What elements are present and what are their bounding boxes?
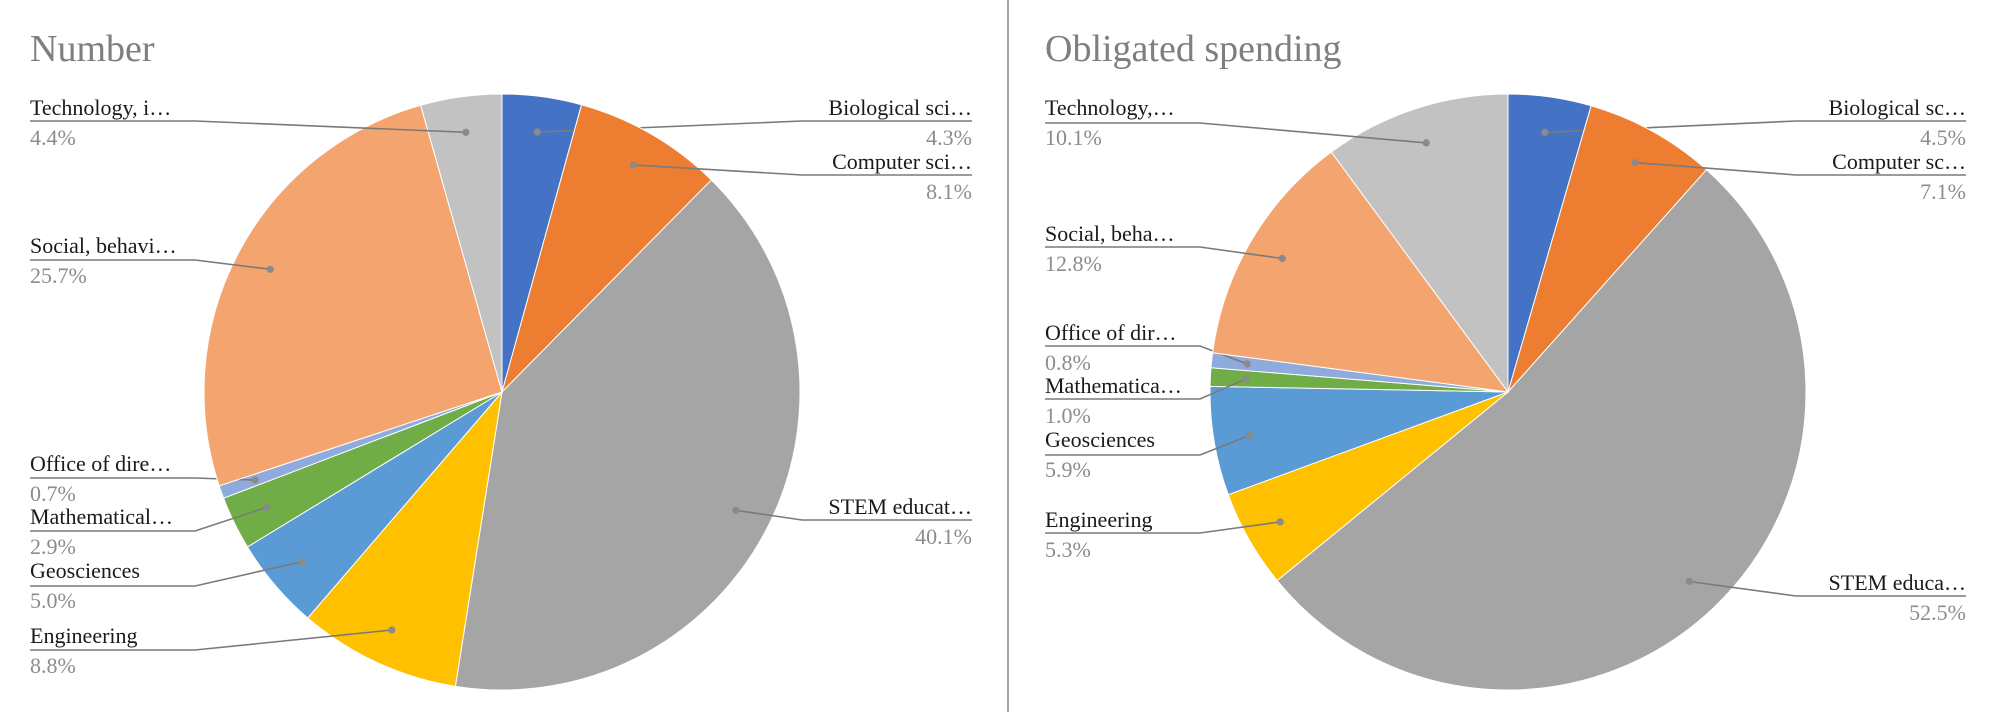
slice-percent-label: 2.9% [30, 534, 76, 559]
leader-line [633, 164, 972, 176]
pie-slice [1330, 93, 1509, 394]
leader-line [1045, 122, 1427, 144]
leader-dot [298, 558, 306, 566]
leader-dot [462, 128, 470, 136]
slice-percent-label: 5.9% [1045, 457, 1091, 482]
pie-slice [1276, 169, 1807, 691]
leader-dot [1245, 431, 1253, 440]
leader-line [30, 560, 303, 587]
leader-line [1689, 580, 1966, 597]
slice-percent-label: 8.1% [926, 179, 972, 204]
slice-percent-label: 25.7% [30, 263, 87, 288]
slice-category-label: Biological sci… [828, 95, 972, 120]
slice-percent-label: 10.1% [1045, 125, 1102, 150]
leader-dot [388, 626, 396, 634]
leader-dot [1242, 375, 1250, 383]
slice-category-label: Engineering [30, 623, 138, 648]
pie-slice [454, 179, 801, 691]
slice-percent-label: 52.5% [1909, 600, 1966, 625]
slice-percent-label: 0.7% [30, 481, 76, 506]
slice-category-label: Mathematical… [30, 504, 173, 529]
leader-dot [533, 128, 541, 136]
slice-category-label: Office of dir… [1045, 320, 1177, 345]
pie-slice [1212, 151, 1510, 393]
slice-percent-label: 1.0% [1045, 403, 1091, 428]
leader-line [1045, 246, 1283, 260]
leader-dot [1541, 128, 1549, 136]
leader-line [30, 120, 466, 134]
pie-slice [307, 390, 503, 687]
leader-line [30, 629, 392, 651]
leader-line [1045, 378, 1247, 400]
slice-category-label: Mathematica… [1045, 373, 1182, 398]
slice-category-label: Biological sc… [1829, 95, 1966, 120]
slice-category-label: Office of dire… [30, 451, 171, 476]
chart-title: Number [30, 28, 155, 70]
slice-percent-label: 5.3% [1045, 537, 1091, 562]
slice-category-label: Computer sci… [832, 149, 972, 174]
slice-category-label: Geosciences [1045, 427, 1155, 452]
leader-dot [732, 506, 740, 514]
slice-category-label: Social, beha… [1045, 221, 1175, 246]
slice-category-label: STEM educat… [828, 494, 972, 519]
leader-dot [266, 265, 274, 273]
slice-percent-label: 0.8% [1045, 350, 1091, 375]
leader-dot [1278, 254, 1286, 263]
slice-category-label: Geosciences [30, 558, 140, 583]
leader-dot [1685, 577, 1693, 586]
slice-category-label: Technology, i… [30, 95, 171, 120]
slice-percent-label: 40.1% [915, 524, 972, 549]
leader-line [1045, 434, 1250, 456]
pie-slice [1507, 105, 1708, 393]
leader-dot [629, 161, 638, 169]
leader-line [30, 259, 271, 271]
slice-percent-label: 4.4% [30, 125, 76, 150]
leader-dot [1422, 139, 1430, 147]
leader-dot [1276, 518, 1284, 526]
slice-category-label: Social, behavi… [30, 233, 177, 258]
chart-title: Obligated spending [1045, 28, 1342, 70]
slice-category-label: Engineering [1045, 507, 1153, 532]
pie-slice [420, 93, 503, 393]
leader-dot [1631, 159, 1639, 167]
slice-percent-label: 4.5% [1920, 125, 1966, 150]
leader-line [735, 509, 972, 521]
leader-line [1045, 521, 1281, 534]
slice-category-label: Computer sc… [1832, 149, 1966, 174]
slice-percent-label: 8.8% [30, 653, 76, 678]
leader-line [1045, 345, 1248, 365]
leader-line [30, 506, 267, 532]
pie-slice [501, 104, 713, 394]
leader-dot [251, 476, 259, 484]
slice-percent-label: 4.3% [926, 125, 972, 150]
slice-percent-label: 12.8% [1045, 251, 1102, 276]
leader-line [1635, 161, 1966, 176]
slice-category-label: Technology,… [1045, 95, 1175, 120]
slice-percent-label: 7.1% [1920, 179, 1966, 204]
leader-dot [1243, 360, 1251, 368]
leader-dot [262, 503, 271, 511]
slice-percent-label: 5.0% [30, 588, 76, 613]
slice-category-label: STEM educa… [1829, 570, 1966, 595]
